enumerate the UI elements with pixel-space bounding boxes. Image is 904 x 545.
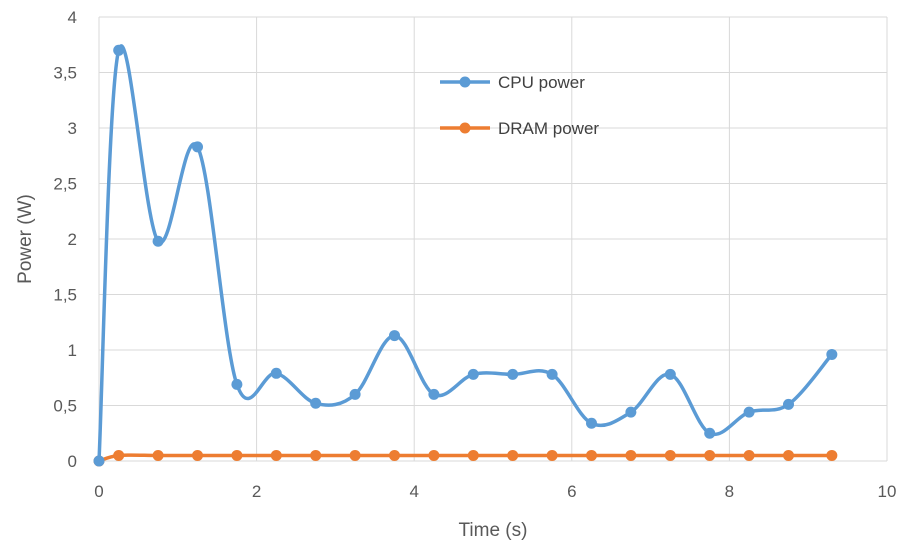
dram-power-legend-marker — [459, 122, 471, 134]
cpu-power-point — [389, 330, 400, 342]
series — [93, 44, 838, 467]
dram-power-point — [783, 449, 794, 461]
cpu-power-point — [743, 406, 755, 418]
cpu-power-point — [192, 141, 203, 153]
y-axis-ticks: 0 0,5 1 1,5 2 2,5 3 3,5 4 — [53, 8, 77, 471]
dram-power-point — [826, 449, 838, 461]
dram-power-point — [310, 449, 322, 461]
dram-power-legend-label: DRAM power — [498, 119, 599, 138]
dram-power-point — [270, 449, 282, 461]
dram-power-point — [467, 449, 479, 461]
y-axis-title: Power (W) — [15, 194, 36, 284]
x-tick-label: 0 — [94, 482, 103, 501]
dram-power-point — [507, 449, 519, 461]
dram-power-point — [152, 449, 164, 461]
dram-power-point — [231, 449, 243, 461]
dram-power-point — [546, 449, 558, 461]
y-tick-label: 3,5 — [53, 64, 77, 83]
cpu-power-point — [349, 388, 361, 400]
x-axis-title: Time (s) — [459, 520, 528, 541]
dram-power-point — [113, 449, 125, 461]
cpu-power-series — [93, 44, 838, 467]
cpu-power-point — [546, 368, 558, 380]
dram-power-point — [349, 449, 361, 461]
y-tick-label: 1,5 — [53, 286, 77, 305]
dram-power-line — [97, 453, 834, 463]
y-tick-label: 4 — [68, 8, 77, 27]
cpu-power-point — [93, 455, 105, 467]
dram-power-series — [93, 449, 838, 467]
x-tick-label: 2 — [252, 482, 261, 501]
legend: CPU power DRAM power — [440, 73, 599, 138]
cpu-power-point — [467, 368, 479, 380]
y-tick-label: 1 — [68, 341, 77, 360]
dram-power-point — [704, 449, 716, 461]
x-tick-label: 8 — [725, 482, 734, 501]
dram-power-point — [389, 449, 400, 461]
dram-power-point — [586, 449, 597, 461]
cpu-power-legend-marker — [459, 76, 471, 88]
dram-power-point — [192, 449, 203, 461]
y-tick-label: 3 — [68, 119, 77, 138]
cpu-power-point — [310, 397, 322, 409]
x-tick-label: 4 — [409, 482, 418, 501]
dram-power-point — [625, 449, 637, 461]
x-tick-label: 10 — [878, 482, 897, 501]
cpu-power-point — [704, 427, 716, 439]
cpu-power-legend-label: CPU power — [498, 73, 585, 92]
cpu-power-point — [270, 367, 282, 379]
dram-power-point — [664, 449, 676, 461]
grid — [98, 16, 888, 462]
y-tick-label: 0,5 — [53, 397, 77, 416]
cpu-power-point — [428, 388, 440, 400]
y-tick-label: 2,5 — [53, 175, 77, 194]
cpu-power-point — [625, 406, 637, 418]
x-axis-ticks: 0 2 4 6 8 10 — [94, 482, 896, 501]
cpu-power-point — [586, 417, 597, 429]
dram-power-point — [428, 449, 440, 461]
y-tick-label: 2 — [68, 230, 77, 249]
cpu-power-point — [113, 44, 125, 56]
x-tick-label: 6 — [567, 482, 576, 501]
cpu-power-point — [664, 368, 676, 380]
y-tick-label: 0 — [68, 452, 77, 471]
dram-power-point — [743, 449, 755, 461]
cpu-power-point — [783, 398, 794, 410]
cpu-power-point — [826, 348, 838, 360]
cpu-power-point — [231, 378, 243, 390]
cpu-power-line — [97, 44, 834, 463]
cpu-power-point — [507, 368, 519, 380]
cpu-power-point — [152, 235, 164, 247]
